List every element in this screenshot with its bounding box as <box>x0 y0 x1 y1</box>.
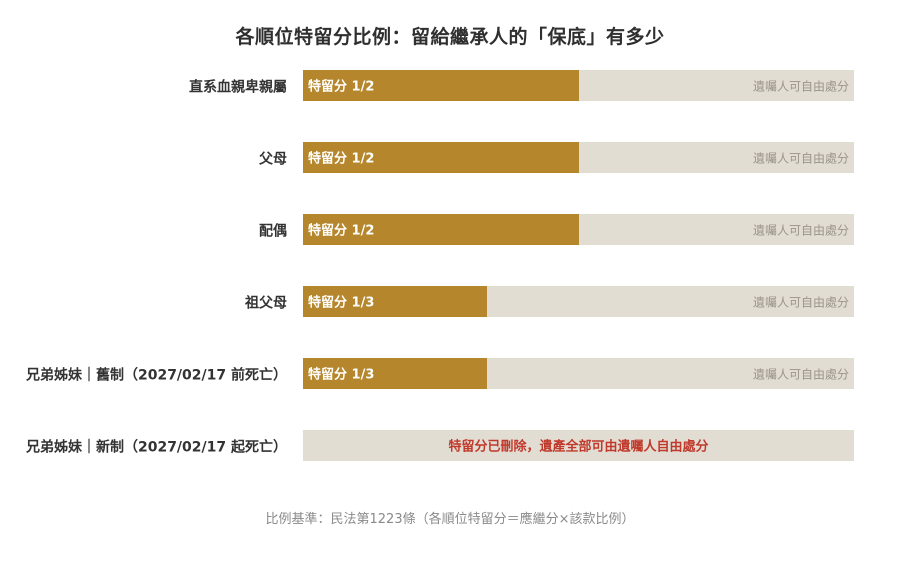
category-label: 配偶 <box>259 223 287 240</box>
category-label: 祖父母 <box>244 295 287 312</box>
remainder-label: 遺囑人可自由處分 <box>753 295 849 310</box>
category-label: 兄弟姊妹｜舊制（2027/02/17 前死亡） <box>25 367 287 384</box>
remainder-label: 遺囑人可自由處分 <box>753 151 849 166</box>
share-bar <box>303 70 579 101</box>
share-bar <box>303 358 487 389</box>
share-label: 特留分 1/2 <box>308 79 374 95</box>
remainder-label: 遺囑人可自由處分 <box>753 367 849 382</box>
remainder-label: 遺囑人可自由處分 <box>753 79 849 94</box>
chart-footnote: 比例基準：民法第1223條（各順位特留分＝應繼分×該款比例） <box>265 512 635 527</box>
abolished-note: 特留分已刪除，遺產全部可由遺囑人自由處分 <box>448 439 708 455</box>
share-label: 特留分 1/3 <box>308 295 374 311</box>
remainder-label: 遺囑人可自由處分 <box>753 223 849 238</box>
share-bar <box>303 142 579 173</box>
category-label: 兄弟姊妹｜新制（2027/02/17 起死亡） <box>25 439 287 456</box>
chart-title: 各順位特留分比例：留給繼承人的「保底」有多少 <box>235 26 665 48</box>
share-label: 特留分 1/2 <box>308 223 374 239</box>
share-label: 特留分 1/2 <box>308 151 374 167</box>
category-label: 直系血親卑親屬 <box>189 79 287 96</box>
share-label: 特留分 1/3 <box>308 367 374 383</box>
category-label: 父母 <box>258 152 287 168</box>
remainder-bar <box>303 430 854 461</box>
share-bar <box>303 286 487 317</box>
share-bar <box>303 214 579 245</box>
